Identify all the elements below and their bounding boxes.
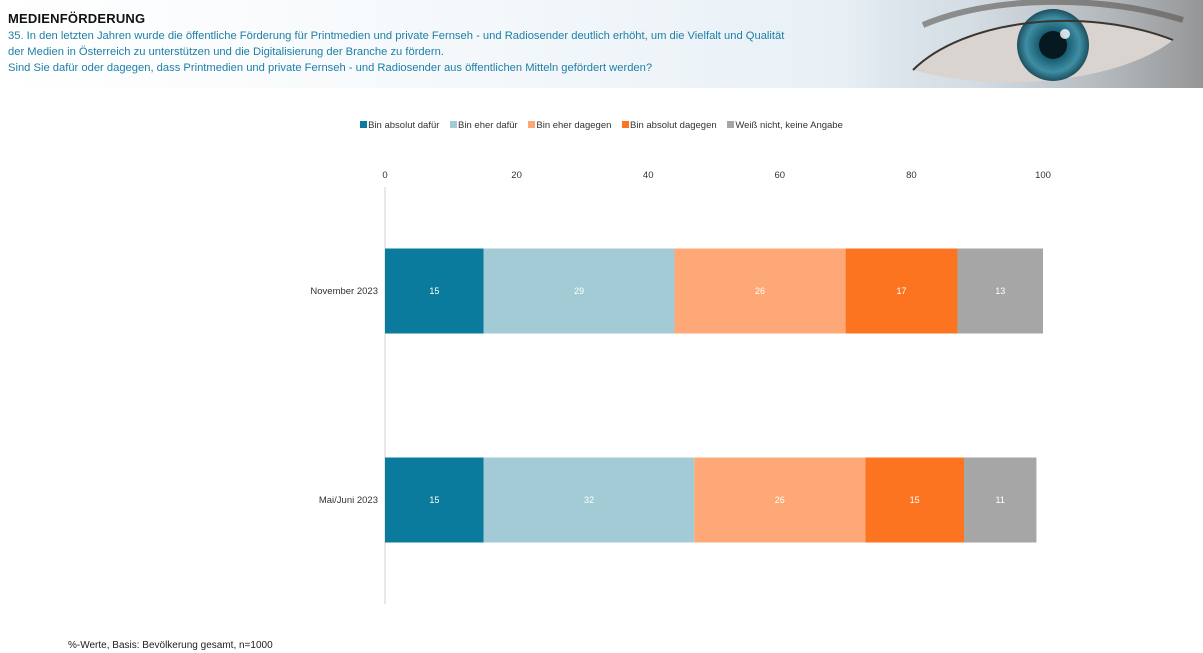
category-label: Mai/Juni 2023	[319, 495, 378, 506]
legend-swatch	[450, 121, 458, 128]
question-line-2: der Medien in Österreich zu unterstützen…	[8, 46, 444, 58]
page-title: MEDIENFÖRDERUNG	[8, 11, 146, 26]
x-tick-label: 80	[906, 170, 917, 181]
x-tick-label: 60	[775, 170, 786, 181]
legend-swatch	[727, 121, 735, 128]
x-tick-label: 100	[1035, 170, 1051, 181]
bar-segment	[385, 457, 484, 543]
category-label: November 2023	[310, 286, 378, 297]
bar-segment	[845, 248, 958, 334]
bar-segment	[957, 248, 1043, 334]
data-label: 29	[574, 286, 584, 296]
question-line-1: 35. In den letzten Jahren wurde die öffe…	[8, 30, 785, 42]
bar-segment	[674, 248, 846, 334]
bar-segment	[385, 248, 484, 334]
data-label: 17	[897, 286, 907, 296]
legend-label: Bin absolut dagegen	[630, 120, 717, 131]
footnote: %-Werte, Basis: Bevölkerung gesamt, n=10…	[68, 640, 273, 651]
data-label: 15	[429, 495, 439, 505]
legend-item-eher-dagegen: Bin eher dagegen	[528, 120, 611, 131]
bar-segment	[483, 248, 675, 334]
x-tick-label: 40	[643, 170, 654, 181]
bar-segment	[483, 457, 695, 543]
data-label: 15	[910, 495, 920, 505]
question-line-3: Sind Sie dafür oder dagegen, dass Printm…	[8, 62, 653, 74]
legend-item-absolut-dagegen: Bin absolut dagegen	[622, 120, 717, 131]
bar-segment	[964, 457, 1037, 543]
legend-item-eher-dafuer: Bin eher dafür	[450, 120, 518, 131]
data-label: 32	[584, 495, 594, 505]
legend: Bin absolut dafür Bin eher dafür Bin ehe…	[0, 120, 1203, 131]
legend-swatch	[622, 121, 630, 128]
data-label: 26	[755, 286, 765, 296]
legend-swatch	[528, 121, 536, 128]
x-tick-label: 0	[382, 170, 387, 181]
data-label: 26	[775, 495, 785, 505]
header-banner: MEDIENFÖRDERUNG 35. In den letzten Jahre…	[0, 0, 1203, 88]
legend-item-absolut-dafuer: Bin absolut dafür	[360, 120, 439, 131]
data-label: 11	[996, 495, 1005, 505]
legend-swatch	[360, 121, 368, 128]
eye-photo-icon	[843, 0, 1203, 88]
bar-segment	[694, 457, 866, 543]
legend-label: Bin eher dagegen	[536, 120, 612, 131]
legend-label: Bin absolut dafür	[368, 120, 440, 131]
data-label: 15	[429, 286, 439, 296]
data-label: 13	[995, 286, 1005, 296]
bar-segment	[865, 457, 965, 543]
legend-label: Bin eher dafür	[458, 120, 518, 131]
legend-item-weiss-nicht: Weiß nicht, keine Angabe	[727, 120, 843, 131]
x-tick-label: 20	[511, 170, 522, 181]
legend-label: Weiß nicht, keine Angabe	[735, 120, 843, 131]
